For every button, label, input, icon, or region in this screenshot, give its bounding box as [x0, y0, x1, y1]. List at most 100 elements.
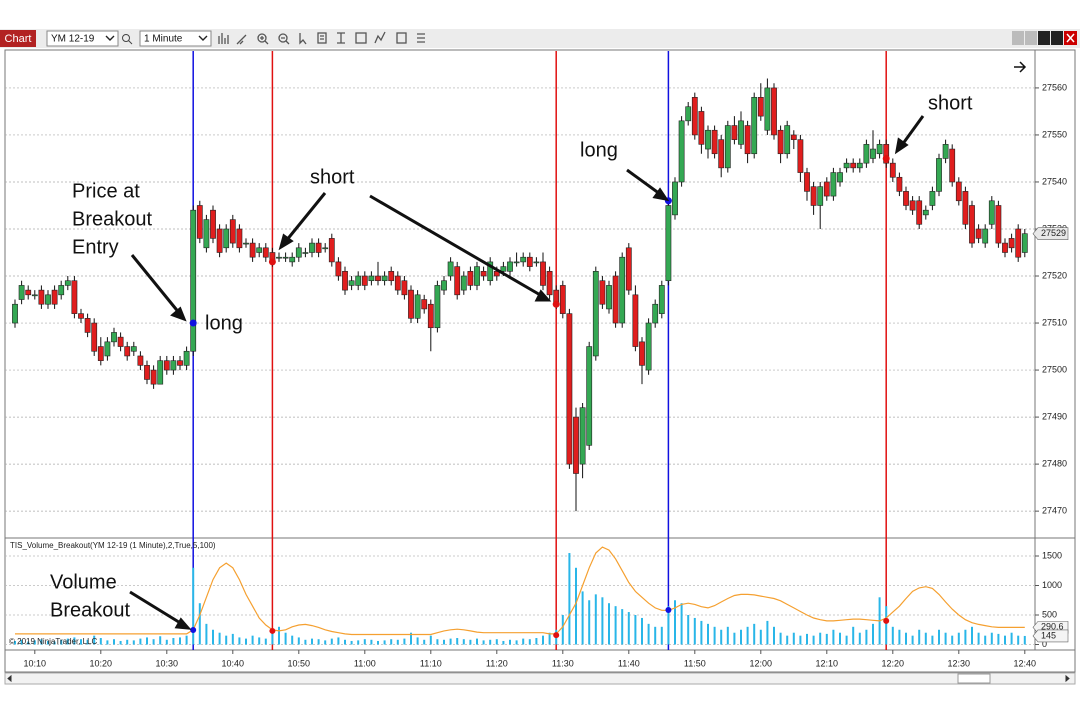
- volume-bar: [891, 626, 894, 645]
- candle-body: [922, 209, 929, 216]
- volume-bar: [337, 637, 340, 645]
- scroll-to-end[interactable]: [1014, 61, 1027, 73]
- candle-body: [540, 261, 546, 286]
- candle-body: [441, 280, 447, 291]
- toolbar-icons[interactable]: [218, 31, 425, 45]
- volume-bar: [687, 615, 690, 645]
- volume-bar: [146, 637, 148, 645]
- chart-tab[interactable]: [0, 30, 36, 47]
- volume-bar: [660, 626, 663, 645]
- volume-bar: [885, 606, 888, 645]
- candle-body: [1002, 242, 1008, 253]
- interval-select[interactable]: [139, 30, 212, 47]
- candle-body: [817, 186, 824, 206]
- candle-body: [236, 228, 243, 249]
- candle-body: [903, 191, 909, 206]
- y-tick-label: 0: [1042, 639, 1047, 649]
- candle-body: [533, 261, 540, 264]
- volume-bar: [845, 635, 848, 645]
- candle-body: [58, 285, 65, 296]
- volume-bar: [700, 620, 703, 645]
- volume-bar: [476, 638, 478, 645]
- volume-bar: [707, 623, 709, 645]
- volume-bar: [469, 639, 472, 645]
- candle-body: [309, 242, 315, 253]
- candle-body: [276, 256, 282, 259]
- candle-body: [559, 285, 566, 314]
- volume-bar: [311, 638, 313, 645]
- candle-body: [810, 186, 817, 206]
- volume-bar: [324, 640, 327, 645]
- candle-body: [177, 360, 183, 366]
- volume-bar: [548, 632, 551, 645]
- chart-tab-label[interactable]: Chart: [5, 33, 32, 45]
- volume-bar: [390, 639, 393, 645]
- last-volume-label: 145: [1041, 630, 1056, 640]
- candle-body: [771, 87, 777, 136]
- volume-bar: [489, 639, 492, 645]
- interval-label[interactable]: 1 Minute: [144, 34, 183, 45]
- signal-volume-dot: [269, 627, 276, 634]
- candle-body: [210, 209, 216, 239]
- x-tick-label: 12:40: [1014, 658, 1037, 668]
- candle-body: [375, 275, 381, 282]
- volume-bar: [825, 633, 828, 645]
- scroll-arrows[interactable]: [7, 674, 1070, 683]
- candle-body: [183, 350, 190, 366]
- volume-bar: [357, 640, 360, 645]
- candle-body: [962, 191, 969, 225]
- volume-bar: [924, 632, 927, 645]
- volume-bar: [984, 635, 987, 645]
- candle-body: [150, 369, 157, 385]
- volume-bar: [377, 640, 379, 645]
- instrument-label[interactable]: YM 12-19: [51, 34, 95, 45]
- volume-bar: [271, 629, 274, 645]
- volume-bar: [614, 606, 617, 645]
- search-icon[interactable]: [122, 34, 130, 42]
- volume-bar: [245, 638, 247, 645]
- candle-body: [573, 416, 579, 474]
- candle-body: [322, 247, 329, 250]
- candle-body: [1008, 238, 1015, 249]
- volume-bar: [753, 623, 756, 645]
- volume-bar: [317, 639, 320, 645]
- candle-body: [995, 205, 1002, 244]
- annotation: Entry: [72, 236, 119, 258]
- candle-body: [837, 172, 843, 183]
- candle-body: [599, 280, 606, 305]
- volume-bar: [944, 632, 947, 645]
- volume-bar: [60, 639, 63, 645]
- volume-bar: [634, 615, 637, 645]
- candle-body: [982, 228, 989, 244]
- candle-body: [843, 162, 850, 169]
- volume-bar: [416, 637, 419, 645]
- window-buttons[interactable]: [1012, 31, 1077, 45]
- candle-body: [744, 125, 751, 155]
- candle-body: [619, 256, 626, 324]
- annotation: short: [928, 92, 973, 114]
- candle-body: [949, 148, 956, 183]
- volume-bar: [159, 636, 162, 645]
- volume-bar: [152, 639, 155, 645]
- volume-bar: [535, 638, 538, 645]
- volume-bar: [192, 567, 195, 645]
- x-tick-label: 12:00: [750, 658, 773, 668]
- candle-body: [625, 247, 632, 291]
- annotation: Price at: [72, 180, 140, 202]
- volume-bar: [971, 626, 973, 645]
- volume-bar: [1017, 635, 1020, 645]
- volume-bar: [264, 638, 267, 645]
- candle-body: [658, 285, 665, 314]
- scrollbar-thumb[interactable]: [957, 673, 991, 684]
- volume-bar: [812, 635, 815, 645]
- volume-bar: [225, 635, 228, 645]
- candle-body: [91, 322, 98, 352]
- instrument-select[interactable]: [46, 30, 119, 47]
- candle-body: [487, 261, 494, 282]
- volume-bar: [423, 639, 426, 645]
- y-tick-label: 27490: [1042, 411, 1067, 421]
- plot: 2747027480274902750027510275202753027540…: [5, 51, 1069, 668]
- candle-body: [916, 200, 923, 225]
- candle-body: [454, 266, 461, 296]
- scrollbar[interactable]: [4, 672, 1076, 685]
